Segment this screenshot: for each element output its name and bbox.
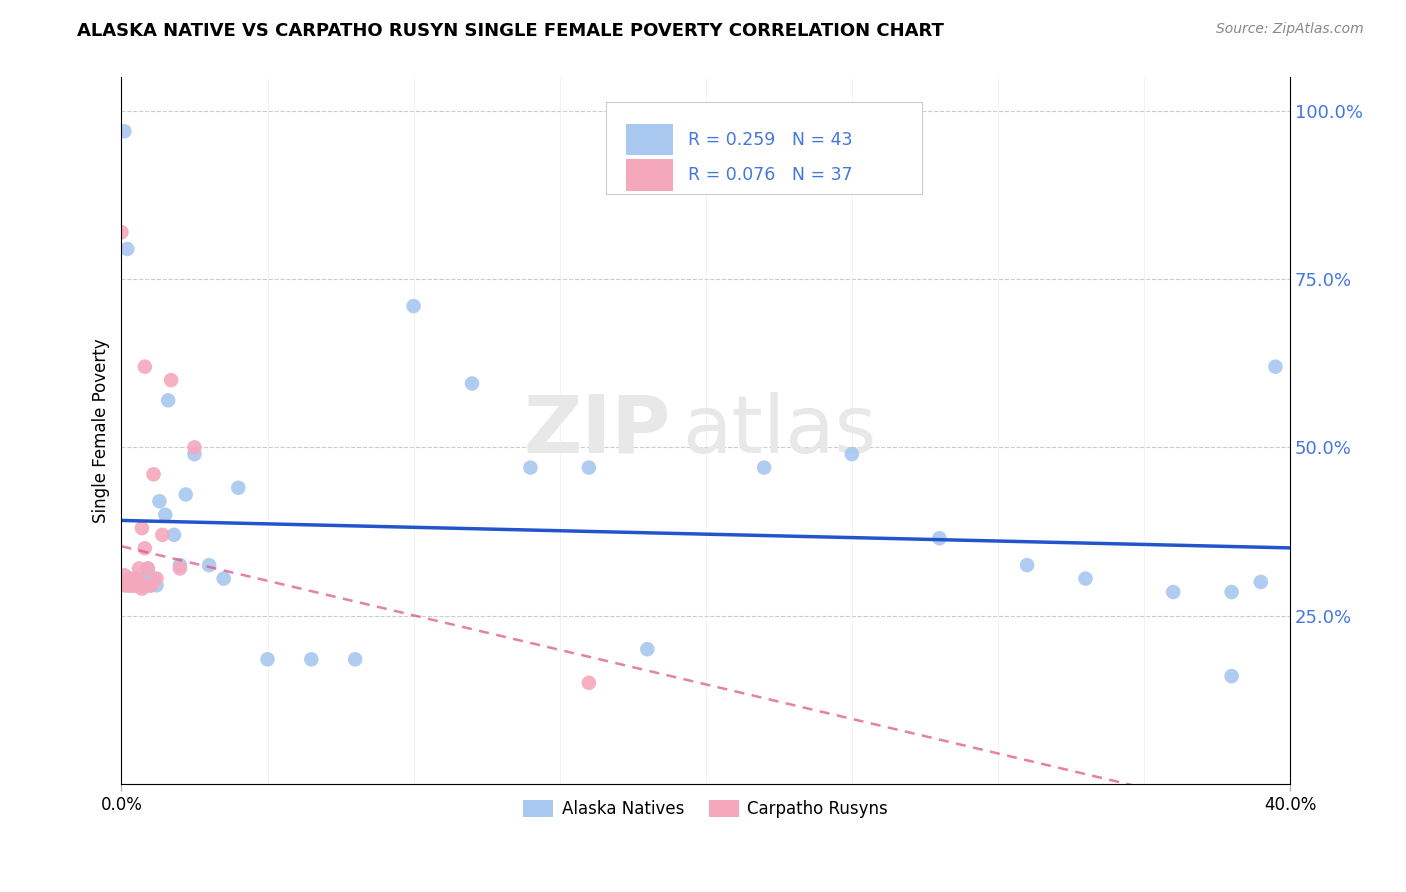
Bar bbox=[626, 160, 673, 191]
Point bbox=[125, 578, 148, 592]
Point bbox=[131, 574, 153, 589]
Point bbox=[1220, 585, 1243, 599]
Text: Source: ZipAtlas.com: Source: ZipAtlas.com bbox=[1216, 22, 1364, 37]
Point bbox=[110, 225, 132, 239]
Point bbox=[142, 572, 165, 586]
Y-axis label: Single Female Poverty: Single Female Poverty bbox=[93, 338, 110, 523]
Point bbox=[841, 447, 863, 461]
Point bbox=[299, 652, 322, 666]
Text: ALASKA NATIVE VS CARPATHO RUSYN SINGLE FEMALE POVERTY CORRELATION CHART: ALASKA NATIVE VS CARPATHO RUSYN SINGLE F… bbox=[77, 22, 945, 40]
Point bbox=[928, 531, 950, 545]
Point bbox=[142, 467, 165, 482]
Point bbox=[752, 460, 775, 475]
Point bbox=[134, 578, 156, 592]
Point bbox=[122, 574, 145, 589]
Point bbox=[125, 574, 148, 589]
Point bbox=[131, 578, 153, 592]
Point bbox=[169, 561, 191, 575]
Text: R = 0.259   N = 43: R = 0.259 N = 43 bbox=[688, 130, 852, 149]
Point bbox=[120, 578, 142, 592]
Point bbox=[519, 460, 541, 475]
Text: ZIP: ZIP bbox=[523, 392, 671, 469]
Point bbox=[139, 578, 162, 592]
Point bbox=[226, 481, 249, 495]
Point bbox=[131, 521, 153, 535]
Point bbox=[122, 574, 145, 589]
Point bbox=[134, 572, 156, 586]
Point bbox=[157, 393, 180, 408]
Point bbox=[461, 376, 484, 391]
Point bbox=[155, 508, 177, 522]
Point bbox=[134, 359, 156, 374]
Point bbox=[112, 124, 135, 138]
Point bbox=[1017, 558, 1039, 573]
Point bbox=[578, 676, 600, 690]
Point bbox=[183, 441, 205, 455]
Point bbox=[169, 558, 191, 573]
Point bbox=[131, 582, 153, 596]
Text: R = 0.076   N = 37: R = 0.076 N = 37 bbox=[688, 166, 853, 184]
Point bbox=[1250, 574, 1272, 589]
Point bbox=[120, 572, 142, 586]
Point bbox=[131, 578, 153, 592]
Point bbox=[134, 541, 156, 556]
Point bbox=[1220, 669, 1243, 683]
Point bbox=[117, 578, 139, 592]
Point bbox=[125, 572, 148, 586]
Point bbox=[122, 578, 145, 592]
Point bbox=[117, 578, 139, 592]
Point bbox=[139, 578, 162, 592]
Point bbox=[636, 642, 658, 657]
Point bbox=[136, 572, 159, 586]
Point bbox=[117, 574, 139, 589]
Point bbox=[183, 447, 205, 461]
Point bbox=[163, 528, 186, 542]
Point bbox=[145, 572, 167, 586]
Point bbox=[136, 561, 159, 575]
Text: atlas: atlas bbox=[682, 392, 877, 469]
Point bbox=[150, 528, 173, 542]
Point bbox=[120, 574, 142, 589]
Point bbox=[1074, 572, 1097, 586]
Point bbox=[578, 460, 600, 475]
Point bbox=[125, 572, 148, 586]
Point bbox=[112, 568, 135, 582]
Point bbox=[212, 572, 235, 586]
Point bbox=[198, 558, 221, 573]
Point bbox=[1161, 585, 1184, 599]
Point bbox=[122, 578, 145, 592]
Point bbox=[117, 242, 139, 256]
Point bbox=[136, 561, 159, 575]
Bar bbox=[626, 124, 673, 155]
FancyBboxPatch shape bbox=[606, 103, 922, 194]
Point bbox=[128, 561, 150, 575]
Legend: Alaska Natives, Carpatho Rusyns: Alaska Natives, Carpatho Rusyns bbox=[516, 793, 894, 825]
Point bbox=[112, 578, 135, 592]
Point bbox=[136, 578, 159, 592]
Point bbox=[402, 299, 425, 313]
Point bbox=[148, 494, 170, 508]
Point bbox=[125, 578, 148, 592]
Point bbox=[128, 578, 150, 592]
Point bbox=[145, 578, 167, 592]
Point bbox=[131, 578, 153, 592]
Point bbox=[1264, 359, 1286, 374]
Point bbox=[125, 578, 148, 592]
Point bbox=[120, 578, 142, 592]
Point bbox=[128, 574, 150, 589]
Point bbox=[139, 578, 162, 592]
Point bbox=[160, 373, 183, 387]
Point bbox=[112, 574, 135, 589]
Point bbox=[174, 487, 197, 501]
Point bbox=[344, 652, 367, 666]
Point bbox=[256, 652, 278, 666]
